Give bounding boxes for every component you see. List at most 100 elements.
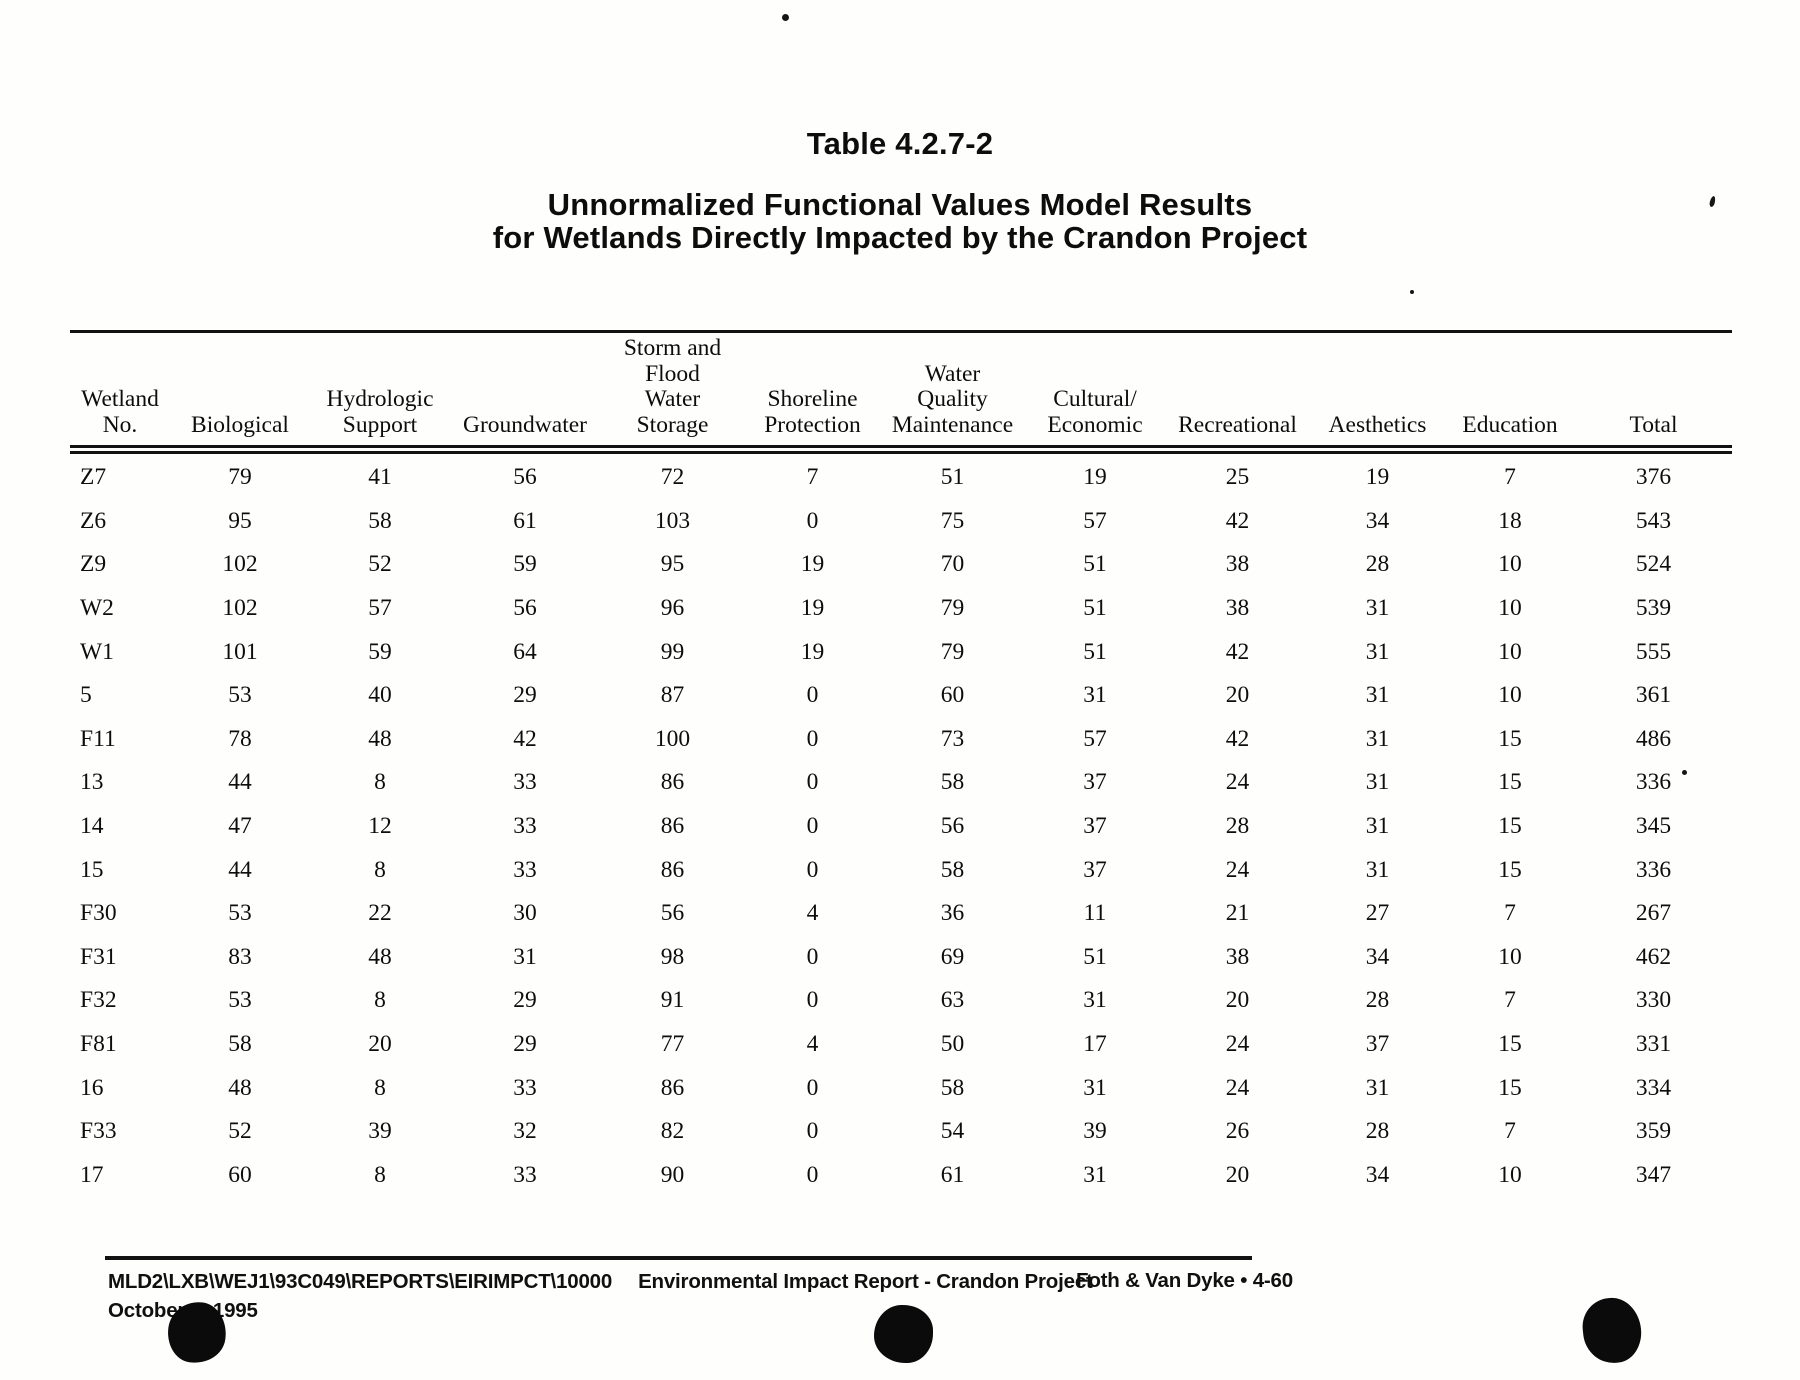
table-cell-groundwater: 29: [513, 987, 537, 1014]
table-cell-cultural-economic: 37: [1083, 769, 1107, 796]
table-row: 5 53 40 29 87 0 60 31 20 31 10 361: [70, 674, 1732, 718]
table-cell-total: 361: [1635, 682, 1672, 709]
table-cell-aesthetics: 31: [1365, 638, 1390, 665]
table-cell-education: 15: [1498, 856, 1522, 883]
table-cell-wetland-no: Z6: [80, 507, 107, 534]
footer-rule: [105, 1256, 1252, 1260]
table-cell-storm-flood-water-storage: 96: [660, 595, 685, 622]
table-cell-cultural-economic: 17: [1083, 1031, 1107, 1058]
table-cell-storm-flood-water-storage: 99: [660, 638, 685, 665]
table-row: 13 44 8 33 86 0 58 37 24 31 15 336: [70, 761, 1732, 805]
table-cell-hydrologic-support: 57: [368, 595, 392, 622]
table-cell-cultural-economic: 37: [1083, 813, 1107, 840]
table-cell-biological: 102: [222, 551, 258, 578]
column-header-biological: Biological: [170, 333, 310, 443]
footer-file-path: MLD2\LXB\WEJ1\93C049\REPORTS\EIRIMPCT\10…: [108, 1270, 613, 1293]
table-cell-aesthetics: 27: [1365, 900, 1390, 927]
table-cell-recreational: 38: [1225, 943, 1250, 970]
table-cell-education: 10: [1498, 943, 1522, 970]
table-cell-water-quality-maintenance: 51: [940, 464, 965, 491]
table-row: F32 53 8 29 91 0 63 31 20 28 7 330: [70, 979, 1732, 1023]
table-cell-biological: 60: [228, 1161, 252, 1188]
table-cell-education: 7: [1504, 900, 1516, 927]
table-cell-education: 15: [1498, 1031, 1522, 1058]
table-cell-storm-flood-water-storage: 86: [660, 769, 685, 796]
column-header-aesthetics: Aesthetics: [1310, 333, 1445, 443]
table-cell-cultural-economic: 31: [1083, 682, 1107, 709]
table-body: Z7 79 41 56 72 7 51 19 25 19 7 376 Z6 95 58 61 103 0 75 57 4…: [70, 456, 1732, 1197]
table-cell-total: 524: [1635, 551, 1672, 578]
table-cell-hydrologic-support: 40: [368, 682, 392, 709]
table-cell-recreational: 42: [1225, 638, 1250, 665]
scan-speck: [782, 14, 789, 21]
table-cell-total: 331: [1635, 1031, 1672, 1058]
table-cell-biological: 53: [228, 682, 252, 709]
table-row: Z7 79 41 56 72 7 51 19 25 19 7 376: [70, 456, 1732, 500]
table-cell-wetland-no: F11: [80, 725, 116, 752]
table-cell-water-quality-maintenance: 79: [940, 638, 965, 665]
footer-page-ref: Foth & Van Dyke • 4-60: [1076, 1269, 1293, 1292]
column-header-hydrologic-support: Hydrologic Support: [310, 333, 450, 443]
table-cell-cultural-economic: 57: [1083, 725, 1107, 752]
table-cell-wetland-no: 13: [80, 769, 104, 796]
table-cell-wetland-no: W2: [80, 595, 114, 622]
table-cell-groundwater: 59: [513, 551, 537, 578]
table-cell-hydrologic-support: 8: [374, 1161, 386, 1188]
table-cell-biological: 47: [228, 813, 252, 840]
table-cell-wetland-no: F33: [80, 1118, 117, 1145]
table-cell-total: 267: [1635, 900, 1672, 927]
table-cell-cultural-economic: 19: [1083, 464, 1107, 491]
table-cell-recreational: 24: [1225, 1031, 1250, 1058]
table-cell-storm-flood-water-storage: 82: [660, 1118, 685, 1145]
table-cell-water-quality-maintenance: 63: [940, 987, 965, 1014]
table-cell-groundwater: 33: [513, 1161, 537, 1188]
table-cell-aesthetics: 34: [1365, 943, 1390, 970]
table-cell-shoreline-protection: 19: [800, 638, 825, 665]
table-cell-shoreline-protection: 0: [806, 1118, 819, 1145]
table-cell-water-quality-maintenance: 79: [940, 595, 965, 622]
table-cell-total: 334: [1635, 1074, 1672, 1101]
table-cell-storm-flood-water-storage: 103: [654, 507, 691, 534]
table-cell-recreational: 42: [1225, 507, 1250, 534]
table-cell-aesthetics: 31: [1365, 725, 1390, 752]
table-cell-wetland-no: 14: [80, 813, 104, 840]
table-cell-aesthetics: 31: [1365, 1074, 1390, 1101]
table-cell-hydrologic-support: 58: [368, 507, 392, 534]
table-cell-groundwater: 56: [513, 464, 537, 491]
table-cell-storm-flood-water-storage: 95: [660, 551, 685, 578]
column-header-water-quality-maintenance: Water Quality Maintenance: [880, 333, 1025, 443]
column-header-cultural-economic: Cultural/Economic: [1025, 333, 1165, 443]
table-cell-total: 539: [1635, 595, 1672, 622]
table-cell-aesthetics: 31: [1365, 682, 1390, 709]
column-header-line: Water: [644, 386, 701, 412]
table-cell-hydrologic-support: 22: [368, 900, 392, 927]
column-header-line: Groundwater: [463, 411, 587, 438]
table-row: 16 48 8 33 86 0 58 31 24 31 15 334: [70, 1066, 1732, 1110]
column-header-line: Protection: [764, 411, 861, 438]
table-cell-education: 10: [1498, 551, 1522, 578]
table-cell-aesthetics: 31: [1365, 856, 1390, 883]
table-cell-water-quality-maintenance: 73: [940, 725, 965, 752]
table-cell-cultural-economic: 31: [1083, 1074, 1107, 1101]
table-cell-total: 555: [1635, 638, 1672, 665]
table-cell-recreational: 24: [1225, 856, 1250, 883]
table-cell-education: 7: [1504, 464, 1516, 491]
table-cell-total: 330: [1635, 987, 1672, 1014]
table-cell-groundwater: 32: [513, 1118, 537, 1145]
table-cell-shoreline-protection: 0: [806, 507, 819, 534]
table-cell-water-quality-maintenance: 54: [940, 1118, 965, 1145]
table-cell-recreational: 21: [1225, 900, 1250, 927]
document-title-line2: for Wetlands Directly Impacted by the Cr…: [492, 220, 1308, 255]
table-cell-hydrologic-support: 20: [368, 1031, 392, 1058]
table-cell-groundwater: 42: [513, 725, 537, 752]
table-cell-recreational: 20: [1225, 987, 1250, 1014]
table-cell-water-quality-maintenance: 36: [940, 900, 965, 927]
table-cell-recreational: 20: [1225, 1161, 1250, 1188]
table-cell-shoreline-protection: 19: [800, 551, 825, 578]
table-cell-water-quality-maintenance: 58: [940, 1074, 965, 1101]
table-cell-biological: 58: [228, 1031, 252, 1058]
table-cell-recreational: 38: [1225, 595, 1250, 622]
table-cell-education: 15: [1498, 725, 1522, 752]
table-cell-water-quality-maintenance: 58: [940, 856, 965, 883]
